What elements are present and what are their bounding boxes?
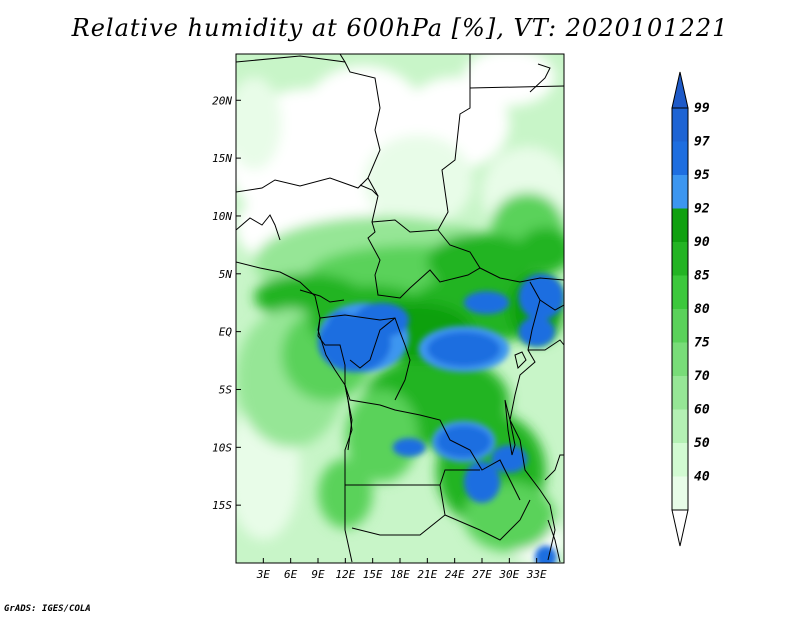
- colorbar-label: 90: [694, 235, 710, 250]
- plot-frame: [235, 53, 565, 564]
- border-line: [351, 514, 446, 536]
- border-line: [349, 317, 396, 369]
- colorbar-swatch: [672, 409, 688, 443]
- lon-tick-label: 15E: [363, 568, 383, 581]
- border-line: [469, 85, 564, 89]
- border-line: [394, 344, 411, 401]
- coastline: [236, 261, 353, 451]
- humidity-patch: [345, 389, 419, 483]
- border-line: [344, 399, 353, 563]
- saturated-patch: [534, 545, 557, 563]
- colorbar-label: 95: [694, 168, 710, 183]
- country-borders: [236, 54, 564, 563]
- colorbar-label: 40: [694, 470, 710, 485]
- colorbar: 99 97 95 92 90 85 80 75 70 60 50 40: [671, 71, 710, 547]
- lon-tick-label: 12E: [335, 568, 355, 581]
- map-title: Relative humidity at 600hPa [%], VT: 202…: [71, 14, 729, 42]
- lon-tick-label: 33E: [526, 568, 547, 581]
- colorbar-swatch: [672, 376, 688, 410]
- lon-tick-label: 30E: [498, 568, 519, 581]
- grads-credit: GrADS: IGES/COLA: [4, 604, 91, 614]
- humidity-patch: [518, 227, 564, 274]
- lat-tick-label: 5S: [219, 383, 233, 396]
- colorbar-swatch: [672, 242, 688, 276]
- colorbar-swatch: [672, 275, 688, 309]
- lat-tick-label: 15S: [212, 499, 232, 512]
- lon-tick-label: 24E: [445, 568, 465, 581]
- lake-outline: [547, 519, 561, 563]
- border-line: [544, 454, 564, 481]
- lon-tick-label: 27E: [472, 568, 492, 581]
- saturated-patch: [392, 438, 426, 457]
- humidity-patch: [463, 54, 555, 107]
- colorbar-bottom-triangle: [671, 509, 689, 547]
- lat-tick-label: 10N: [212, 210, 232, 223]
- lake-outline: [514, 351, 527, 369]
- coastline: [359, 184, 379, 197]
- colorbar-swatch: [672, 175, 688, 209]
- border-line: [317, 317, 521, 501]
- lat-tick-label: EQ: [219, 326, 233, 339]
- lat-tick-label: 15N: [212, 152, 232, 165]
- lat-tick-label: 20N: [212, 94, 232, 107]
- colorbar-label: 97: [694, 135, 710, 150]
- colorbar-label: 85: [694, 269, 710, 284]
- colorbar-swatch: [672, 141, 688, 175]
- saturated-patch: [436, 425, 492, 458]
- lon-tick-label: 6E: [284, 568, 298, 581]
- lon-tick-label: 3E: [256, 568, 271, 581]
- border-line: [339, 54, 346, 63]
- colorbar-label: 70: [694, 369, 710, 384]
- border-line: [528, 339, 564, 351]
- colorbar-swatch: [672, 476, 688, 510]
- border-line: [509, 281, 556, 561]
- colorbar-label: 80: [694, 302, 710, 317]
- colorbar-label: 92: [694, 202, 710, 217]
- colorbar-swatch: [672, 309, 688, 343]
- saturated-patch: [327, 311, 355, 340]
- border-line: [539, 299, 564, 311]
- border-line: [236, 55, 381, 179]
- coastlines-and-lakes: [236, 63, 561, 563]
- lat-tick-label: 5N: [219, 268, 233, 281]
- lon-tick-label: 18E: [390, 568, 410, 581]
- border-line: [236, 177, 564, 299]
- humidity-patch: [236, 77, 282, 170]
- lake-outline: [529, 63, 551, 93]
- colorbar-top-triangle: [671, 71, 689, 109]
- border-line: [319, 314, 406, 346]
- colorbar-label: 50: [694, 436, 710, 451]
- saturated-patch: [518, 316, 555, 347]
- lon-tick-label: 9E: [311, 568, 325, 581]
- colorbar-label: 60: [694, 403, 710, 418]
- humidity-field: [236, 54, 564, 563]
- colorbar-swatch: [672, 108, 688, 142]
- border-line: [236, 214, 281, 241]
- border-line: [371, 219, 439, 233]
- lon-tick-label: 21E: [417, 568, 437, 581]
- colorbar-swatch: [672, 208, 688, 242]
- border-line: [437, 54, 471, 231]
- humidity-patch: [363, 134, 473, 228]
- saturated-patch: [463, 291, 510, 315]
- saturated-patch: [463, 461, 501, 503]
- colorbar-label: 75: [694, 336, 710, 351]
- lat-tick-label: 10S: [212, 441, 232, 454]
- border-line: [439, 469, 480, 486]
- border-line: [299, 289, 345, 303]
- colorbar-swatch: [672, 443, 688, 477]
- border-line: [437, 229, 481, 269]
- axis-ticks: 20N 15N 10N 5N EQ 5S 10S 15S 3E 6E 9E 12E 15E 18E 21E 2…: [212, 94, 547, 581]
- saturated-patch: [491, 445, 528, 473]
- colorbar-label: 99: [694, 101, 710, 116]
- lake-outline: [504, 399, 516, 456]
- colorbar-swatch: [672, 342, 688, 376]
- saturated-patch: [427, 331, 501, 367]
